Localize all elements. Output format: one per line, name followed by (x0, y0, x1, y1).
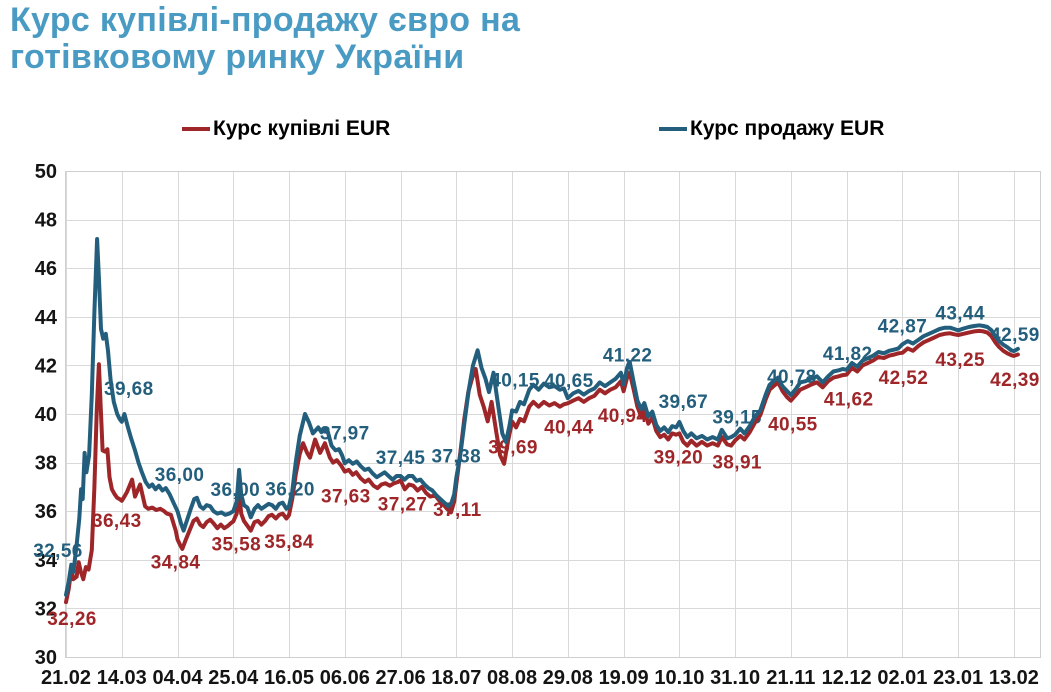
point-label-sell-10.10: 39,67 (659, 392, 709, 413)
x-tick-label: 06.06 (320, 667, 370, 689)
x-tick-label: 27.06 (376, 667, 426, 689)
point-label-buy-21.02: 32,26 (47, 609, 97, 630)
y-tick-label: 50 (35, 161, 57, 183)
x-tick-label: 21.11 (766, 667, 815, 689)
chart-title: Курс купівлі-продажу євро на готівковому… (10, 1, 521, 77)
point-label-sell-19.09: 41,22 (603, 345, 653, 366)
legend-item-sell: Курс продажу EUR (659, 117, 884, 141)
x-tick-label: 13.02 (989, 667, 1039, 689)
point-label-buy-31.10: 38,91 (712, 452, 762, 473)
point-label-buy-21.11: 40,55 (768, 415, 818, 436)
x-tick-label: 08.08 (487, 667, 537, 689)
point-label-sell-12.12: 41,82 (823, 344, 873, 365)
x-tick-label: 04.04 (152, 667, 203, 689)
point-label-sell-02.01: 42,87 (878, 316, 928, 337)
x-tick-label: 02.01 (877, 667, 927, 689)
x-tick-label: 23.01 (933, 667, 983, 689)
plot-border (65, 171, 1041, 658)
point-label-buy-10.10: 39,20 (654, 447, 704, 468)
point-label-buy-04.04: 34,84 (151, 552, 201, 573)
y-tick-label: 32 (35, 598, 57, 620)
y-tick-label: 36 (35, 501, 57, 523)
series-line-sell (64, 237, 1020, 597)
point-label-sell-06.06: 37,97 (320, 423, 370, 444)
y-tick-label: 44 (35, 307, 58, 329)
point-label-buy-29.08: 40,44 (544, 417, 594, 438)
y-axis-tick-labels: 30 32 34 36 38 40 42 44 46 48 50 (35, 161, 58, 669)
point-label-buy-06.06: 37,63 (321, 487, 371, 508)
point-label-sell-16.05: 36,20 (265, 479, 315, 500)
x-tick-label: 19.09 (599, 667, 649, 689)
y-tick-label: 42 (35, 355, 57, 377)
point-label-sell-29.08: 40,65 (544, 371, 594, 392)
legend: Курс купівлі EUR Курс продажу EUR (0, 117, 1051, 145)
point-label-buy-14.03: 36,43 (92, 511, 142, 532)
point-label-sell-14.03: 39,68 (104, 379, 154, 400)
point-label-buy-16.05: 35,84 (264, 532, 314, 553)
y-tick-label: 40 (35, 404, 57, 426)
point-label-buy-19.09: 40,94 (598, 406, 648, 427)
point-label-buy-23.01: 43,25 (935, 350, 985, 371)
point-label-sell-21.02: 32,56 (33, 541, 83, 562)
legend-swatch-sell-icon (659, 127, 687, 131)
point-label-sell-23.01: 43,44 (935, 303, 985, 324)
gridlines (65, 171, 1040, 658)
point-label-buy-25.04: 35,58 (212, 534, 262, 555)
legend-label-buy: Курс купівлі EUR (213, 117, 391, 140)
x-tick-label: 21.02 (41, 667, 91, 689)
point-label-sell-18.07: 37,38 (432, 447, 482, 468)
y-tick-label: 38 (35, 453, 57, 475)
x-axis-tick-labels: 21.02 14.03 04.04 25.04 16.05 06.06 27.06 18.07… (41, 667, 1039, 689)
x-tick-label: 10.10 (654, 667, 704, 689)
point-label-sell-04.04: 36,00 (155, 465, 205, 486)
legend-swatch-buy-icon (182, 127, 210, 131)
x-tick-label: 12.12 (822, 667, 872, 689)
point-label-buy-12.12: 41,62 (824, 390, 874, 411)
point-label-sell-27.06: 37,45 (376, 448, 426, 469)
y-tick-label: 30 (35, 647, 57, 669)
x-tick-label: 29.08 (543, 667, 593, 689)
point-label-sell-08.08: 40,15 (490, 370, 540, 391)
point-label-buy-27.06: 37,27 (378, 494, 428, 515)
y-tick-label: 48 (35, 210, 57, 232)
series-line-buy (64, 328, 1020, 605)
chart-title-line1: Курс купівлі-продажу євро на (10, 1, 521, 39)
legend-label-sell: Курс продажу EUR (690, 117, 885, 140)
x-tick-label: 18.07 (431, 667, 481, 689)
point-label-sell-25.04: 36,00 (211, 480, 261, 501)
x-tick-label: 14.03 (97, 667, 147, 689)
point-label-sell-13.02: 42,59 (990, 325, 1040, 346)
x-tick-label: 31.10 (710, 667, 760, 689)
point-label-buy-13.02: 42,39 (990, 370, 1040, 391)
x-tick-label: 25.04 (208, 667, 259, 689)
x-tick-label: 16.05 (264, 667, 314, 689)
y-tick-label: 34 (35, 550, 58, 572)
chart-title-line2: готівковому ринку України (10, 38, 465, 77)
y-tick-label: 46 (35, 258, 57, 280)
legend-item-buy: Курс купівлі EUR (182, 117, 390, 141)
point-label-buy-02.01: 42,52 (879, 368, 929, 389)
